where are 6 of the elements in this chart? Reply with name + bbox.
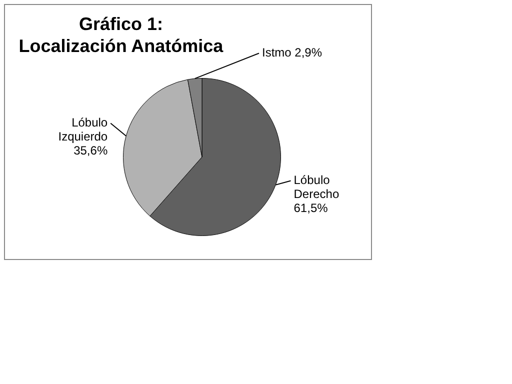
data-label: 35,6%: [74, 144, 108, 158]
slice-label: Lóbulo Izquierdo: [58, 116, 108, 144]
slice-label: Istmo 2,9%: [262, 46, 322, 60]
data-label: 61,5%: [294, 201, 328, 216]
slice-label: Lóbulo Derecho: [294, 173, 340, 202]
chart-title: Gráfico 1: Localización Anatómica: [18, 13, 224, 57]
